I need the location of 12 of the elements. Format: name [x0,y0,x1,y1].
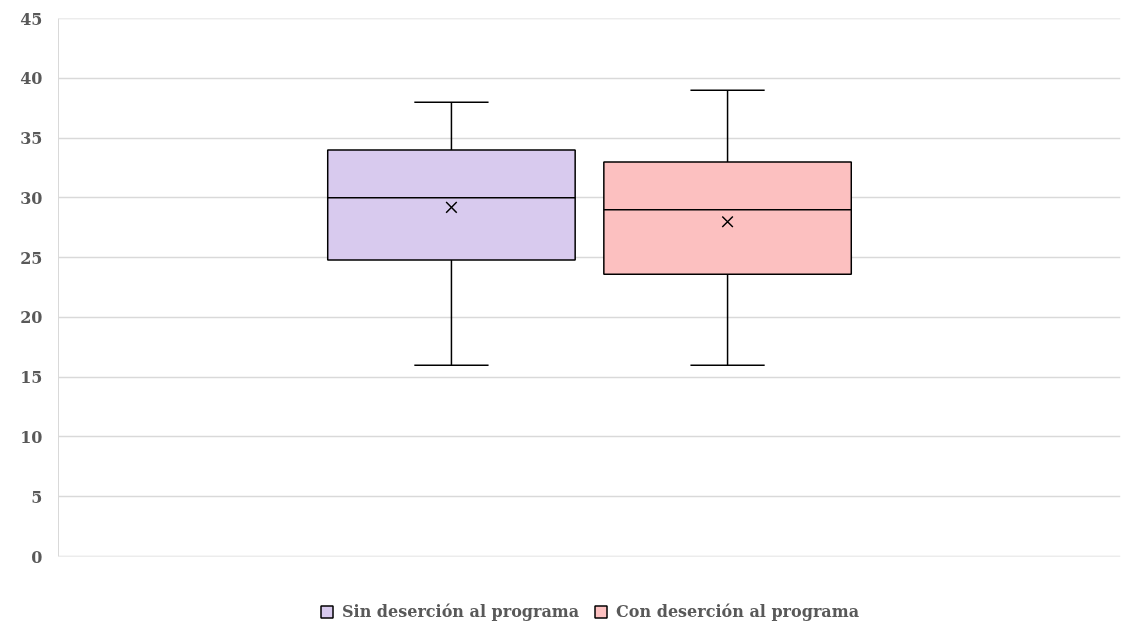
y-tick-label: 20 [20,308,43,328]
y-tick-label: 5 [31,487,43,507]
legend-label: Sin deserción al programa [342,602,580,621]
y-tick-label: 30 [20,188,43,208]
y-tick-label: 0 [31,547,43,567]
y-tick-label: 35 [20,129,43,149]
legend-label: Con deserción al programa [616,602,859,621]
y-tick-label: 10 [20,427,43,447]
y-tick-label: 15 [20,368,43,388]
y-tick-label: 45 [20,9,43,29]
y-tick-label: 40 [20,69,43,89]
y-tick-label: 25 [20,248,43,268]
